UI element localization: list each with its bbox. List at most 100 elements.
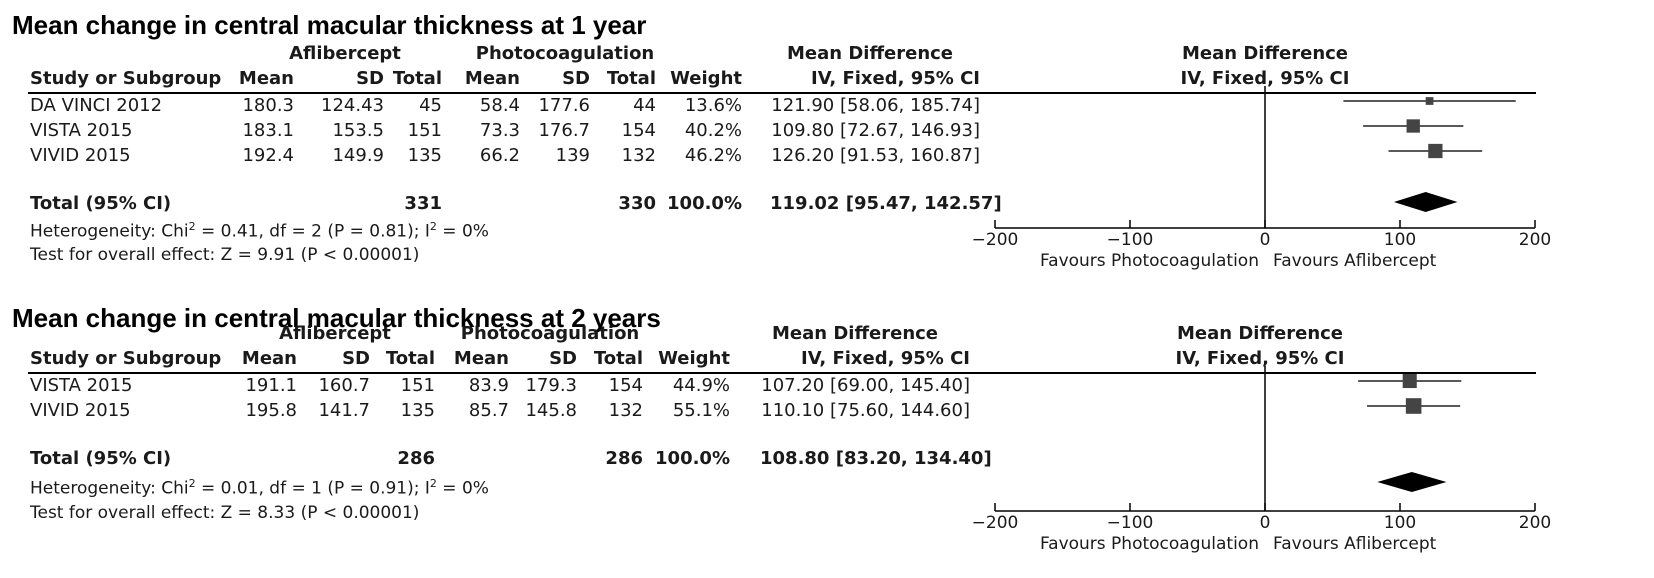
study-marker — [1428, 143, 1443, 159]
col-mean-1: Mean — [238, 68, 294, 89]
study-name: VIVID 2015 — [30, 400, 131, 421]
forest-panel-2: Mean change in central macular thickness… — [0, 293, 1654, 578]
col-study: Study or Subgroup — [30, 68, 222, 89]
col-mean-2: Mean — [453, 348, 509, 369]
forest-panel-1: Mean change in central macular thickness… — [0, 0, 1654, 285]
mean-1: 192.4 — [242, 145, 294, 166]
favours-left-label: Favours Photocoagulation — [1040, 251, 1259, 271]
mean-2: 83.9 — [468, 375, 509, 396]
weight: 46.2% — [684, 145, 742, 166]
col-total-1: Total — [385, 348, 435, 369]
group1-header: Aflibercept — [279, 323, 391, 344]
total-n1: 286 — [397, 448, 435, 469]
x-tick-label: 100 — [1384, 513, 1416, 533]
col-total-1: Total — [392, 68, 442, 89]
total-1: 45 — [419, 95, 442, 116]
total-1: 135 — [400, 400, 435, 421]
header-rule — [28, 372, 1536, 374]
mean-2: 66.2 — [479, 145, 520, 166]
sd-1: 141.7 — [318, 400, 370, 421]
col-weight: Weight — [670, 68, 742, 89]
col-total-2: Total — [593, 348, 643, 369]
heterogeneity-text: Heterogeneity: Chi2 = 0.41, df = 2 (P = … — [30, 220, 489, 242]
sd-2: 177.6 — [538, 95, 590, 116]
effect-ci: 126.20 [91.53, 160.87] — [771, 145, 980, 166]
total-ci: 108.80 [83.20, 134.40] — [760, 448, 992, 469]
total-2: 132 — [608, 400, 643, 421]
effect-header: Mean Difference — [771, 323, 939, 344]
col-method: IV, Fixed, 95% CI — [811, 68, 980, 89]
plot-effect-header: Mean Difference — [1176, 323, 1344, 344]
x-tick-label: 200 — [1519, 230, 1551, 250]
x-tick-label: −100 — [1107, 513, 1154, 533]
weight: 40.2% — [684, 120, 742, 141]
study-name: DA VINCI 2012 — [30, 95, 163, 116]
study-marker — [1402, 373, 1417, 389]
panel-title: Mean change in central macular thickness… — [12, 303, 661, 333]
favours-right-label: Favours Aflibercept — [1273, 251, 1437, 271]
effect-ci: 107.20 [69.00, 145.40] — [761, 375, 970, 396]
sd-2: 176.7 — [538, 120, 590, 141]
total-weight: 100.0% — [655, 448, 730, 469]
sd-1: 124.43 — [321, 95, 384, 116]
study-marker — [1406, 119, 1420, 133]
sd-2: 139 — [555, 145, 590, 166]
sd-1: 153.5 — [332, 120, 384, 141]
total-1: 135 — [407, 145, 442, 166]
col-sd-2: SD — [549, 348, 577, 369]
mean-2: 58.4 — [479, 95, 520, 116]
study-marker — [1405, 398, 1422, 414]
x-tick-label: 0 — [1260, 513, 1271, 533]
group2-header: Photocoagulation — [460, 323, 640, 344]
sd-1: 149.9 — [332, 145, 384, 166]
x-tick-label: −200 — [972, 513, 1019, 533]
forest-plot: −200 −100 0 100 200 Favours Photocoagulation F… — [972, 366, 1551, 554]
col-sd-1: SD — [356, 68, 384, 89]
total-2: 132 — [621, 145, 656, 166]
total-label: Total (95% CI) — [30, 448, 172, 469]
mean-1: 180.3 — [242, 95, 294, 116]
total-n2: 286 — [605, 448, 643, 469]
total-2: 154 — [621, 120, 656, 141]
effect-ci: 110.10 [75.60, 144.60] — [761, 400, 970, 421]
plot-method-header: IV, Fixed, 95% CI — [1180, 68, 1350, 89]
x-tick-label: 0 — [1260, 230, 1271, 250]
favours-left-label: Favours Photocoagulation — [1040, 534, 1259, 554]
total-label: Total (95% CI) — [30, 193, 172, 214]
mean-1: 183.1 — [242, 120, 294, 141]
mean-1: 195.8 — [245, 400, 297, 421]
favours-right-label: Favours Aflibercept — [1273, 534, 1437, 554]
header-rule — [28, 92, 1536, 94]
total-2: 44 — [633, 95, 656, 116]
col-sd-1: SD — [342, 348, 370, 369]
pooled-diamond — [1393, 192, 1458, 212]
total-weight: 100.0% — [667, 193, 742, 214]
total-ci: 119.02 [95.47, 142.57] — [770, 193, 1002, 214]
plot-method-header: IV, Fixed, 95% CI — [1175, 348, 1345, 369]
x-tick-label: 200 — [1519, 513, 1551, 533]
col-weight: Weight — [658, 348, 730, 369]
plot-effect-header: Mean Difference — [1181, 43, 1349, 64]
col-mean-1: Mean — [241, 348, 297, 369]
heterogeneity-text: Heterogeneity: Chi2 = 0.01, df = 1 (P = … — [30, 477, 489, 499]
mean-2: 85.7 — [468, 400, 509, 421]
pooled-diamond — [1377, 472, 1447, 492]
group1-header: Aflibercept — [289, 43, 401, 64]
col-total-2: Total — [606, 68, 656, 89]
col-sd-2: SD — [562, 68, 590, 89]
effect-ci: 121.90 [58.06, 185.74] — [771, 95, 980, 116]
total-2: 154 — [608, 375, 643, 396]
sd-1: 160.7 — [318, 375, 370, 396]
sd-2: 145.8 — [525, 400, 577, 421]
mean-1: 191.1 — [245, 375, 297, 396]
study-marker — [1425, 97, 1434, 105]
total-n2: 330 — [618, 193, 656, 214]
total-1: 151 — [400, 375, 435, 396]
panel-title: Mean change in central macular thickness… — [12, 10, 647, 40]
total-1: 151 — [407, 120, 442, 141]
x-tick-label: −100 — [1107, 230, 1154, 250]
col-study: Study or Subgroup — [30, 348, 222, 369]
study-name: VISTA 2015 — [30, 375, 133, 396]
forest-plot: −200 −100 0 100 200 Favours Photocoagulation F… — [972, 86, 1551, 271]
weight: 13.6% — [684, 95, 742, 116]
